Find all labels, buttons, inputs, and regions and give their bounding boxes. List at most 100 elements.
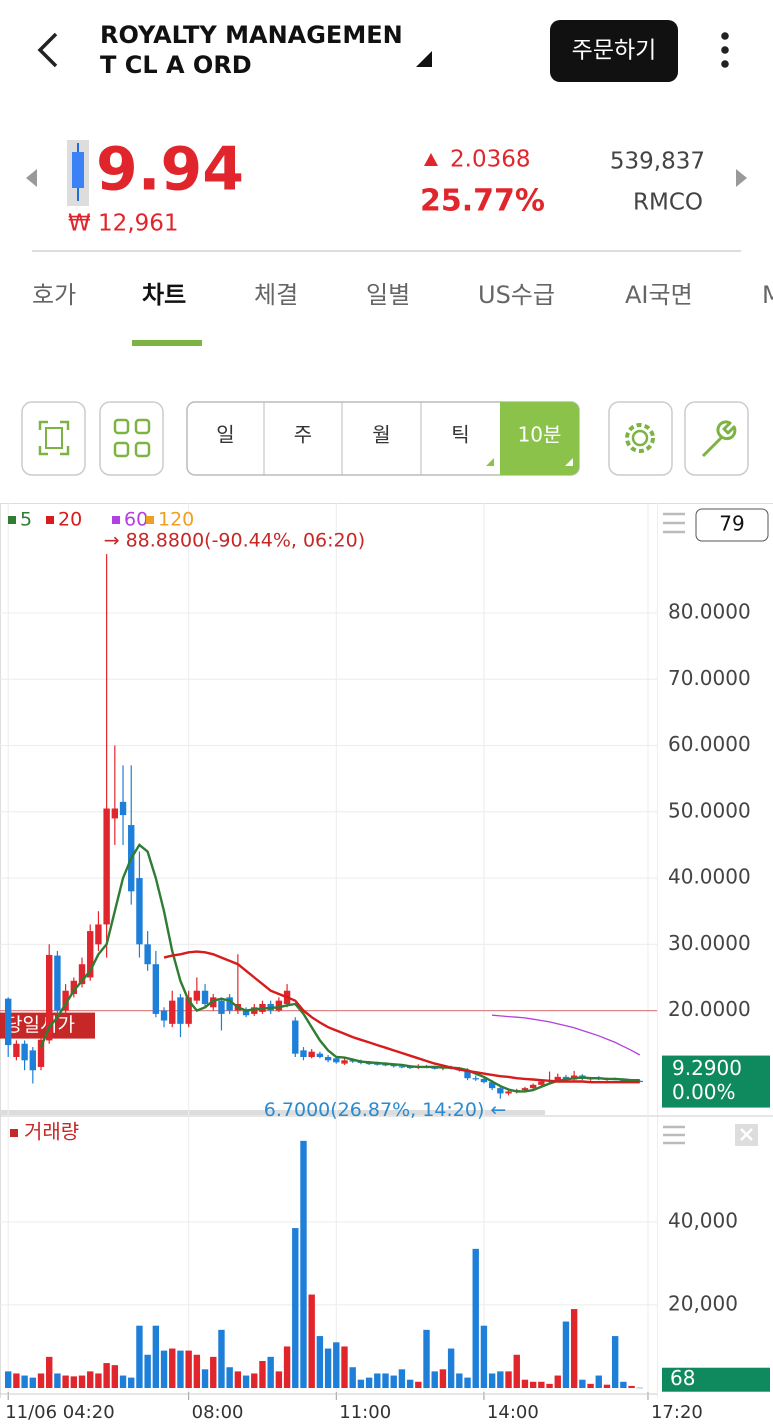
volume-bar <box>177 1350 184 1388</box>
volume-bar <box>636 1387 643 1389</box>
volume-bar <box>464 1377 471 1388</box>
candle-body <box>218 1000 225 1014</box>
candle-body <box>169 1000 176 1024</box>
volume-bar <box>456 1373 463 1388</box>
menu-icon[interactable] <box>663 1125 685 1145</box>
volume-bar <box>5 1371 12 1388</box>
volume-bar <box>365 1377 373 1388</box>
volume-bar <box>341 1346 348 1388</box>
volume-bar <box>546 1383 553 1388</box>
order-button[interactable] <box>550 20 678 82</box>
candle-body <box>464 1070 471 1079</box>
volume-bar <box>29 1377 37 1388</box>
volume-bar <box>595 1375 602 1388</box>
volume-legend-swatch <box>10 1129 18 1137</box>
tab[interactable]: M <box>762 281 773 309</box>
legend-swatch <box>146 516 154 524</box>
candle-body <box>300 1050 307 1057</box>
volume-bar <box>439 1369 447 1388</box>
volume-bar <box>37 1373 45 1388</box>
volume-bar <box>251 1373 258 1388</box>
layout-button[interactable] <box>99 401 164 476</box>
y-tick-label: 20,000 <box>668 1291 738 1315</box>
volume-bar <box>300 1140 307 1388</box>
candle-body <box>193 990 201 1001</box>
volume-bar <box>349 1367 356 1388</box>
y-tick-label: 50.0000 <box>668 798 751 822</box>
dropdown-icon[interactable] <box>416 51 432 67</box>
candle-body <box>505 1091 512 1094</box>
tab[interactable]: 일별 <box>366 281 410 309</box>
y-tick-label: 60.0000 <box>668 732 751 756</box>
candle-body <box>620 1080 627 1082</box>
period-option[interactable]: 틱 <box>451 423 469 447</box>
tab[interactable]: 호가 <box>32 281 76 309</box>
volume-bar <box>210 1356 217 1388</box>
ma-line <box>492 1014 641 1056</box>
back-button[interactable] <box>37 32 58 68</box>
volume-bar <box>587 1383 594 1388</box>
legend-swatch <box>112 516 120 524</box>
candle-body <box>70 980 78 995</box>
volume-bar <box>423 1329 430 1388</box>
tab[interactable]: 차트 <box>142 281 186 309</box>
fullscreen-button[interactable] <box>21 401 86 476</box>
volume-bar <box>538 1381 545 1388</box>
candle-body <box>521 1088 529 1091</box>
period-option[interactable]: 10분 <box>518 423 562 447</box>
candle-body <box>111 808 119 819</box>
volume-bar <box>160 1350 168 1388</box>
candle-body <box>333 1058 340 1063</box>
volume-bar <box>95 1373 102 1388</box>
current-volume-label: 68 <box>670 1366 695 1390</box>
volume-bar <box>275 1371 283 1388</box>
menu-icon[interactable] <box>663 512 685 534</box>
settings-button[interactable] <box>608 401 673 476</box>
volume-title: 거래량 <box>24 1120 79 1144</box>
y-tick-label: 30.0000 <box>668 931 751 955</box>
y-tick-label: 40,000 <box>668 1208 738 1232</box>
y-tick-label: 40.0000 <box>668 865 751 889</box>
ma-line <box>163 950 640 1084</box>
more-menu[interactable] <box>721 32 729 68</box>
volume-bar <box>218 1329 225 1388</box>
x-tick-label: 17:20 <box>651 1402 703 1423</box>
candle-body <box>308 1051 315 1057</box>
candle-body <box>538 1081 545 1085</box>
candle-body <box>152 964 160 1014</box>
tab[interactable]: 체결 <box>254 281 298 309</box>
open-price-label: 당일시가 <box>5 1014 75 1036</box>
order-button-label[interactable]: 주문하기 <box>572 38 657 64</box>
price: 9.94 <box>96 135 244 205</box>
candle-body <box>29 1050 37 1071</box>
volume-bar <box>46 1356 53 1388</box>
next-stock[interactable] <box>736 169 747 187</box>
volume-bar <box>620 1381 627 1388</box>
candle-body <box>398 1066 406 1068</box>
legend-label: 120 <box>158 509 194 531</box>
volume-bar <box>128 1377 135 1388</box>
period-option[interactable]: 일 <box>216 423 234 447</box>
volume-bar <box>87 1371 94 1388</box>
period-active <box>500 402 579 475</box>
volume-bar <box>333 1342 340 1388</box>
tab[interactable]: AI국면 <box>625 281 693 309</box>
stock-title: ROYALTY MANAGEMEN <box>100 21 403 49</box>
period-option[interactable]: 주 <box>294 423 312 447</box>
tools-button[interactable] <box>684 401 749 476</box>
volume-bar <box>415 1381 422 1388</box>
prev-stock[interactable] <box>26 169 37 187</box>
fullscreen-icon <box>38 420 70 456</box>
price-krw: ₩ 12,961 <box>68 211 179 237</box>
candle-body <box>136 878 143 945</box>
tab-indicator <box>132 340 202 346</box>
candle-body <box>87 931 94 978</box>
period-option[interactable]: 월 <box>372 423 390 447</box>
min-annotation: 6.7000(26.87%, 14:20) ← <box>264 1099 507 1121</box>
volume-bar <box>554 1375 561 1388</box>
candle-body <box>54 955 61 1011</box>
last-price-tag <box>662 1055 770 1108</box>
count-box[interactable] <box>695 508 769 542</box>
tab[interactable]: US수급 <box>478 281 555 309</box>
